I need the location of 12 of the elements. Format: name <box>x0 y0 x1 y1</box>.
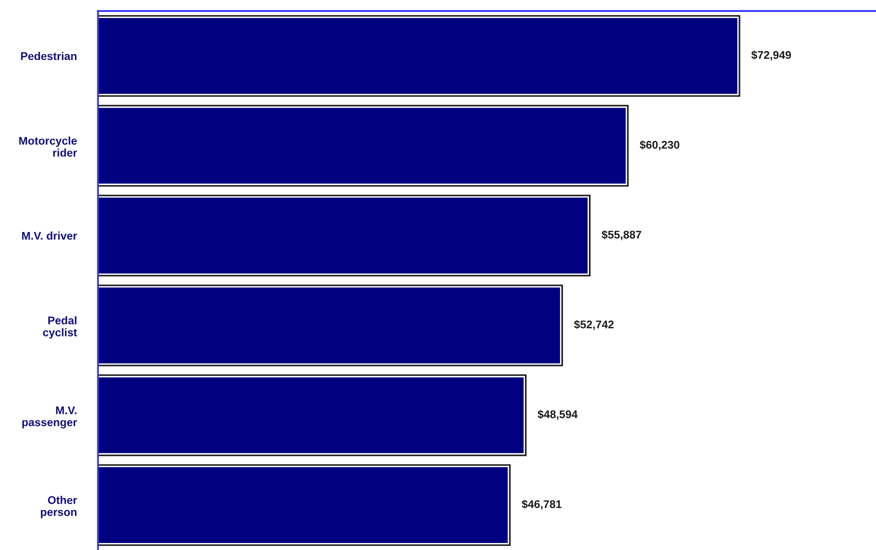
y-tick-label: Other person <box>40 496 77 518</box>
data-label: $46,781 <box>522 500 562 510</box>
data-label: $52,742 <box>574 320 614 330</box>
y-tick-label: Pedestrian <box>21 52 76 60</box>
data-label: $55,887 <box>602 230 642 240</box>
data-label: $60,230 <box>640 140 680 150</box>
y-tick-label: Pedal cyclist <box>43 316 78 339</box>
y-tick-label: M.V. driver <box>22 232 77 240</box>
data-label: $48,594 <box>538 410 578 420</box>
data-label: $72,949 <box>751 50 791 61</box>
y-tick-label: Motorcycle rider <box>19 136 77 157</box>
y-tick-label: M.V. passenger <box>22 406 78 428</box>
